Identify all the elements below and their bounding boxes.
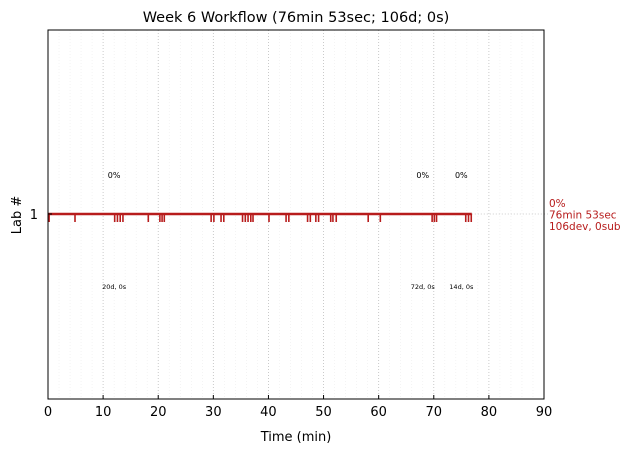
x-tick-label: 90 — [536, 405, 553, 420]
annotation-percent: 0% — [455, 171, 468, 180]
x-tick-label: 0 — [44, 405, 52, 420]
annotation-count: 14d, 0s — [449, 283, 474, 291]
right-summary-label: 76min 53sec — [549, 210, 617, 222]
annotations: 0% 20d, 0s 0% 72d, 0s 0% 14d, 0s — [102, 171, 474, 291]
annotation-count: 72d, 0s — [411, 283, 436, 291]
annotation-count: 20d, 0s — [102, 283, 127, 291]
x-tick-label: 60 — [370, 405, 387, 420]
x-tick-label: 10 — [95, 405, 112, 420]
x-tick-label: 80 — [481, 405, 498, 420]
x-tick-label: 70 — [426, 405, 443, 420]
y-axis-label: Lab # — [10, 196, 25, 235]
x-tick-label: 40 — [260, 405, 277, 420]
annotation-percent: 0% — [416, 171, 429, 180]
y-tick-label: 1 — [30, 208, 38, 223]
x-axis-label: Time (min) — [260, 430, 332, 445]
right-summary-label: 0% — [549, 198, 566, 210]
y-axis-ticks: 1 — [30, 208, 52, 223]
x-tick-label: 20 — [150, 405, 167, 420]
right-summary-label: 106dev, 0sub — [549, 221, 621, 233]
chart-title: Week 6 Workflow (76min 53sec; 106d; 0s) — [143, 10, 450, 26]
plot-area — [48, 212, 548, 222]
x-axis-ticks: 0 10 20 30 40 50 60 70 80 90 — [44, 395, 552, 420]
x-tick-label: 30 — [205, 405, 222, 420]
annotation-percent: 0% — [108, 171, 121, 180]
x-tick-label: 50 — [315, 405, 332, 420]
